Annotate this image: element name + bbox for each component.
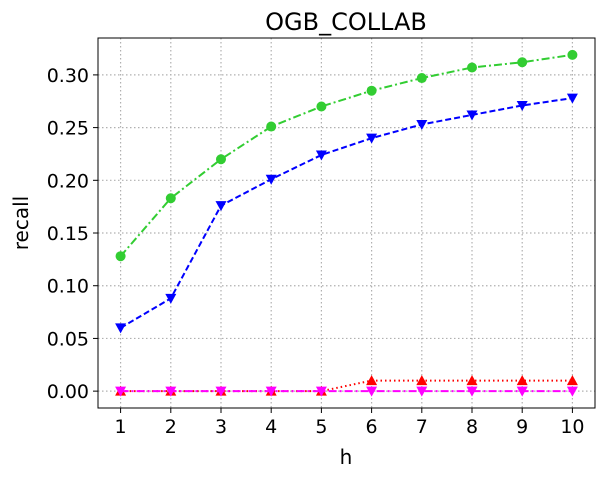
data-point [517,57,528,68]
data-point [316,101,327,112]
data-point [566,386,578,397]
data-point [266,121,277,132]
data-point [466,386,478,397]
series-line [119,53,573,257]
data-point [467,62,478,73]
data-point [516,100,528,111]
data-point [315,386,327,397]
data-point [416,386,428,397]
data-point [215,386,227,397]
data-point [115,386,127,397]
data-point [115,323,127,334]
series-4 [115,386,578,397]
data-point [567,49,578,60]
data-point [566,93,578,104]
x-tick-label: 3 [215,416,227,438]
series-line [120,97,573,329]
series-line [120,379,573,393]
series-2 [115,93,578,334]
y-tick-label: 0.10 [47,276,89,298]
x-tick-label: 6 [366,416,378,438]
x-axis-label: h [340,445,353,469]
data-point [165,193,176,204]
grid-lines [98,38,595,408]
data-point [366,386,378,397]
x-tick-label: 2 [165,416,177,438]
y-tick-label: 0.15 [47,223,89,245]
x-tick-label: 8 [466,416,478,438]
x-tick-label: 4 [265,416,277,438]
data-point [165,293,177,304]
data-point [366,133,378,144]
data-point [265,386,277,397]
data-point [215,201,227,212]
y-tick-label: 0.25 [47,118,89,140]
axis-ticks: 1 2 3 4 5 6 7 8 9 10 0.00 0.05 0.10 0.15 0.20 0.25 0.30 [47,65,585,438]
plot-frame [97,37,596,409]
y-axis-label: recall [9,196,33,250]
y-tick-label: 0.00 [47,381,89,403]
data-point [115,251,126,262]
data-point [416,73,427,84]
y-tick-label: 0.20 [47,170,89,192]
y-tick-label: 0.30 [47,65,89,87]
x-tick-label: 1 [115,416,127,438]
y-tick-label: 0.05 [47,328,89,350]
x-tick-label: 10 [560,416,584,438]
x-tick-label: 5 [315,416,327,438]
data-point [416,375,428,386]
data-point [366,375,378,386]
data-point [516,375,528,386]
data-point [315,150,327,161]
data-point [366,85,377,96]
data-point [466,110,478,121]
x-tick-label: 7 [416,416,428,438]
chart-title: OGB_COLLAB [265,8,427,36]
series-3 [115,375,578,396]
data-point [265,174,277,185]
data-point [466,375,478,386]
data-point [215,154,226,165]
series-1 [115,49,578,262]
x-tick-label: 9 [516,416,528,438]
data-point [165,386,177,397]
data-point [416,119,428,130]
series-layer [115,49,578,397]
data-point [516,386,528,397]
data-point [566,375,578,386]
